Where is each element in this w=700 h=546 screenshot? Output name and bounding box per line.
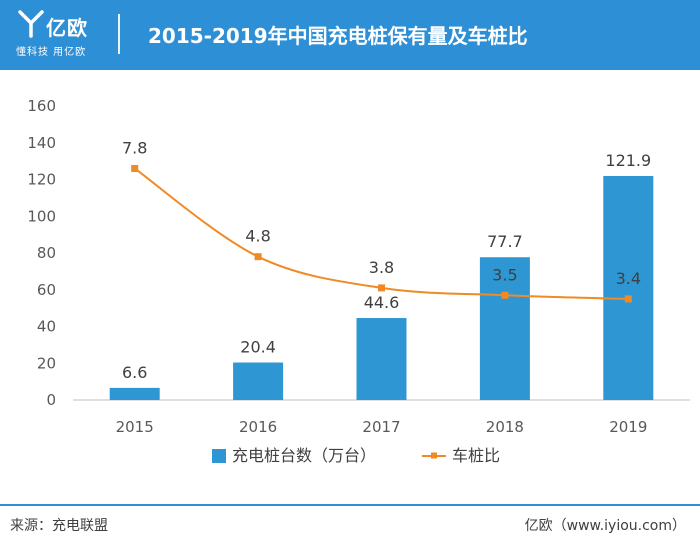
- line-value-label: 7.8: [122, 138, 147, 157]
- y-tick-label: 40: [37, 318, 56, 336]
- bar: [603, 176, 654, 400]
- brand-name: 亿欧: [46, 16, 88, 40]
- bar: [109, 387, 160, 400]
- line-value-label: 3.4: [616, 269, 641, 288]
- bar-value-label: 20.4: [240, 338, 276, 357]
- y-tick-label: 140: [27, 134, 56, 152]
- y-tick-label: 20: [37, 354, 56, 372]
- x-tick-label: 2018: [486, 418, 524, 436]
- line-value-label: 4.8: [245, 227, 270, 246]
- legend-bar-swatch: [212, 449, 226, 463]
- brand-slogan: 懂科技 用亿欧: [16, 47, 87, 58]
- source-note: 来源：充电联盟: [10, 518, 108, 534]
- y-tick-label: 120: [27, 171, 56, 189]
- bar: [233, 362, 284, 400]
- bar-value-label: 6.6: [122, 363, 147, 382]
- line-marker: [501, 291, 509, 299]
- y-tick-label: 100: [27, 207, 56, 225]
- bar-value-label: 77.7: [487, 232, 523, 251]
- legend-bar-label: 充电桩台数（万台）: [232, 446, 376, 465]
- bar-value-label: 44.6: [364, 293, 400, 312]
- y-tick-label: 60: [37, 281, 56, 299]
- footer-brand: 亿欧（www.iyiou.com）: [524, 518, 686, 534]
- y-tick-label: 160: [27, 97, 56, 115]
- chart-svg: 0 20 40 60 80 100 120 140 160 6.6 20.4 44.6 77.7 121.…: [27, 97, 690, 465]
- x-tick-label: 2016: [239, 418, 277, 436]
- y-tick-label: 80: [37, 244, 56, 262]
- y-tick-label: 0: [46, 391, 56, 409]
- line-marker: [131, 164, 139, 172]
- brand-logo: 亿欧 懂科技 用亿欧: [16, 8, 106, 62]
- bar-value-label: 121.9: [605, 151, 651, 170]
- legend-line-label: 车桩比: [452, 446, 500, 465]
- line-marker: [378, 284, 385, 292]
- header-bar: 亿欧 懂科技 用亿欧 2015-2019年中国充电桩保有量及车桩比: [0, 0, 700, 70]
- line-marker: [254, 253, 262, 261]
- bar: [479, 257, 530, 400]
- line-marker: [624, 295, 632, 303]
- footer-divider: [0, 504, 700, 506]
- bar: [356, 318, 407, 400]
- logo-icon: [18, 10, 44, 38]
- x-tick-label: 2017: [362, 418, 400, 436]
- legend-line-marker: [431, 452, 437, 459]
- line-value-label: 3.8: [369, 258, 394, 277]
- line-value-label: 3.5: [492, 265, 517, 284]
- chart-area: 0 20 40 60 80 100 120 140 160 6.6 20.4 44.6 77.7 121.…: [0, 70, 700, 500]
- series-line: [134, 167, 629, 300]
- chart-title: 2015-2019年中国充电桩保有量及车桩比: [148, 24, 528, 48]
- x-tick-label: 2019: [609, 418, 647, 436]
- header-divider: [118, 14, 120, 54]
- x-tick-label: 2015: [116, 418, 154, 436]
